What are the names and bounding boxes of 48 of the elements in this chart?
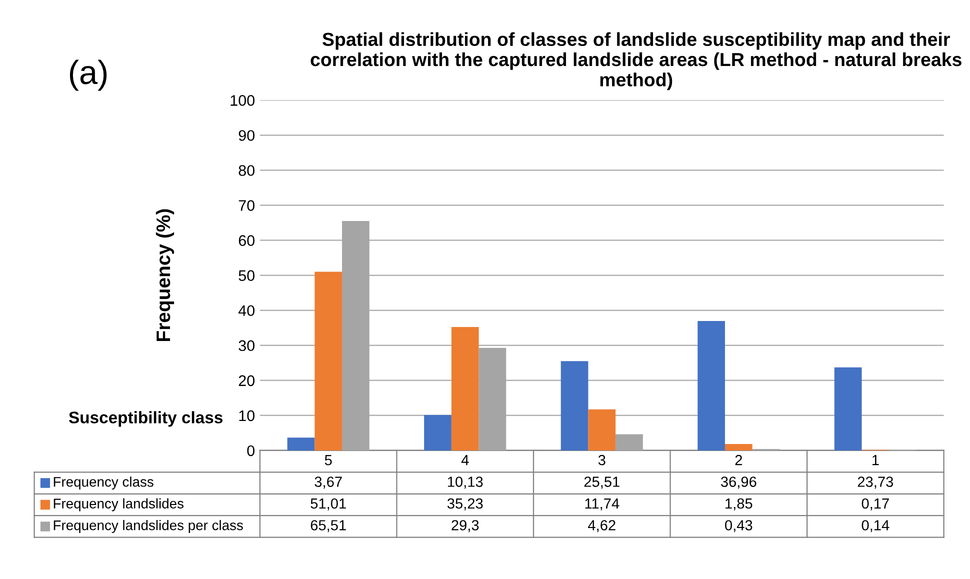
legend-label: Frequency class <box>54 476 154 490</box>
y-tick-label: 30 <box>238 340 255 352</box>
y-tick-label: 50 <box>238 270 255 281</box>
bar <box>314 272 342 450</box>
data-label: 1,85 <box>726 498 752 510</box>
y-tick-label: 100 <box>230 95 255 106</box>
bar <box>834 367 862 450</box>
data-label: 10,13 <box>448 476 483 489</box>
y-tick-label: 60 <box>238 235 255 246</box>
data-label: 11,74 <box>585 498 620 510</box>
data-label: 36,96 <box>720 476 756 489</box>
data-label: 0,17 <box>862 498 889 510</box>
y-tick-label: 10 <box>239 410 255 422</box>
bar <box>698 320 725 450</box>
y-tick-label: 80 <box>238 165 255 176</box>
legend-label: Frequency landslides <box>54 498 184 512</box>
data-label: 65,51 <box>310 520 346 532</box>
x-axis-title: Susceptibility class <box>68 411 222 427</box>
data-label: 23,73 <box>858 476 894 489</box>
x-tick-label: 4 <box>461 455 469 466</box>
legend-label: Frequency landslides per class <box>54 520 243 533</box>
x-tick-label: 1 <box>872 455 879 466</box>
data-label: 51,01 <box>310 498 346 510</box>
y-tick-label: 20 <box>238 375 255 386</box>
bar <box>424 414 452 450</box>
bar <box>560 361 588 450</box>
y-tick-label: 40 <box>238 305 255 316</box>
data-label: 35,23 <box>447 498 483 510</box>
x-tick-label: 5 <box>324 455 332 466</box>
data-label: 25,51 <box>584 476 620 489</box>
bar <box>451 327 479 450</box>
data-label: 0,14 <box>862 520 890 532</box>
y-tick-label: 0 <box>247 445 254 456</box>
data-label: 0,43 <box>725 520 752 532</box>
x-tick-label: 3 <box>598 454 606 466</box>
bar <box>287 438 315 450</box>
bar <box>588 409 616 450</box>
chart-title: Spatial distribution of classes of landslide susceptibility map and their correlation with the captured landslide areas (LR method - natural breaks method) <box>310 32 962 90</box>
bar <box>616 434 643 450</box>
y-tick-label: 70 <box>238 200 255 211</box>
y-axis-title: Frequency (%) <box>156 209 174 341</box>
data-label: 3,67 <box>314 476 342 489</box>
bar <box>724 444 752 450</box>
text: (a) <box>70 60 107 91</box>
data-label: 29,3 <box>452 520 479 532</box>
data-label: 4,62 <box>588 520 616 532</box>
y-tick-label: 90 <box>238 130 255 141</box>
x-tick-label: 2 <box>735 454 742 466</box>
